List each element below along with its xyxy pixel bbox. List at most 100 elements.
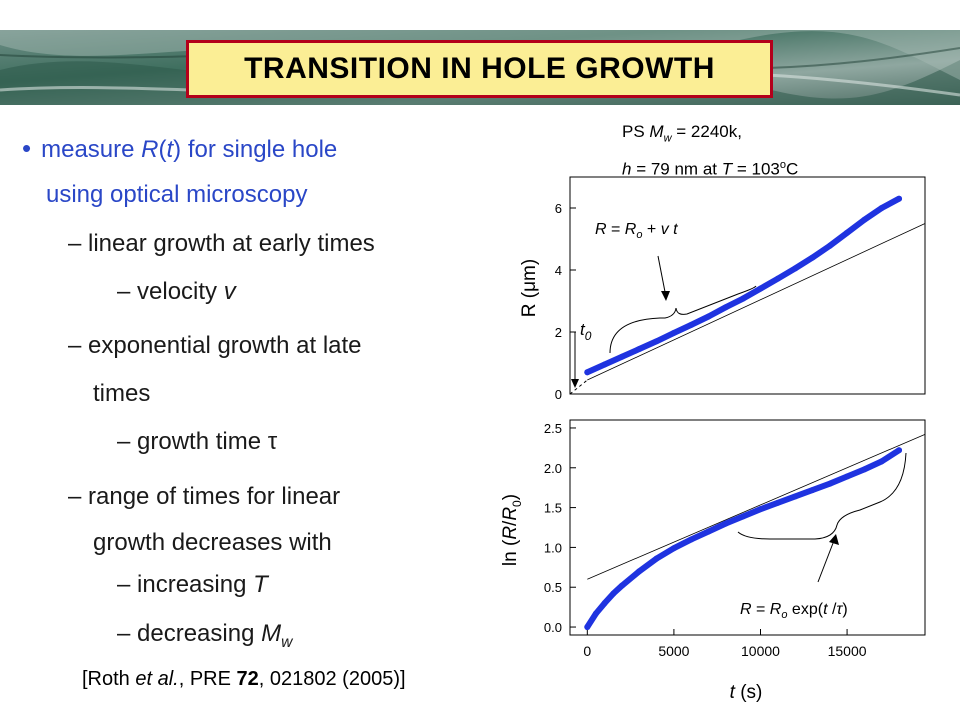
data-point: [618, 582, 625, 589]
y-tick-label: 2: [555, 325, 562, 340]
data-point: [861, 466, 868, 473]
chart-bottom-frame: [569, 419, 926, 636]
var-M-subscript: w: [281, 633, 293, 651]
fit2-eq: =: [752, 601, 770, 618]
params-T: T: [721, 160, 733, 180]
chart-top-y-ticks: 0 2 4 6: [555, 201, 576, 402]
citation-etal: et al.: [135, 668, 179, 690]
params-temp-value: = 103: [732, 160, 780, 180]
data-point: [774, 275, 781, 282]
data-point: [636, 568, 643, 575]
fit2-close: ): [842, 601, 847, 618]
fit-R: R: [595, 221, 607, 238]
data-point: [705, 313, 712, 320]
y-tick-label: 0.0: [544, 620, 562, 635]
fit2-t: t: [823, 601, 828, 618]
var-tau: τ: [267, 428, 278, 455]
data-point: [705, 528, 712, 535]
fit2-tau: τ: [836, 601, 843, 618]
data-point: [722, 520, 729, 527]
fit-R0-sub: o: [636, 229, 642, 241]
y-tick-label: 1.0: [544, 540, 562, 555]
bullet-1-continuation: using optical microscopy: [46, 181, 308, 208]
bullet-dot-icon: •: [22, 133, 32, 163]
sub-bullet-decreasing-Mw: – decreasing Mw: [117, 620, 292, 652]
chart-top-brace: [609, 285, 757, 354]
params-thickness: = 79 nm at: [631, 160, 722, 180]
citation: [Roth et al., PRE 72, 021802 (2005)]: [82, 668, 406, 691]
slide-title: TRANSITION IN HOLE GROWTH: [244, 52, 715, 85]
paren-close: ): [173, 136, 182, 163]
sub-bullet-linear: – linear growth at early times: [68, 230, 375, 257]
chart-top-frame: [569, 176, 926, 395]
fit-v: v: [661, 221, 670, 238]
data-point: [826, 480, 833, 487]
sub-bullet-growth-time: – growth time τ: [117, 428, 277, 456]
chart-top-fit-line: [587, 223, 926, 381]
data-point: [844, 229, 851, 236]
var-t: t: [166, 136, 174, 163]
x-tick-label: 15000: [828, 643, 867, 659]
fit-t: t: [673, 221, 678, 238]
fit2-slash: /: [828, 601, 837, 618]
data-point: [601, 361, 608, 368]
decreasing-text: – decreasing: [117, 620, 262, 647]
data-point: [688, 321, 695, 328]
fit2-R0: R: [770, 601, 782, 618]
chart-bottom-ylabel: ln (R/R0): [500, 494, 524, 566]
citation-end: , 021802 (2005)]: [258, 668, 406, 690]
chart-top-ylabel: R (μm): [519, 259, 540, 317]
var-v: v: [223, 278, 236, 305]
x-tick-label: 10000: [741, 643, 780, 659]
y-tick-label: 0: [555, 387, 562, 402]
chart-bottom-arrow: [817, 537, 836, 583]
chart-top-fit-label: R = Ro + v t: [595, 221, 678, 241]
chart-bottom-brace: [737, 452, 907, 540]
fit-plus: +: [642, 221, 660, 238]
chart-top-t0-arrowhead-icon: [571, 379, 579, 388]
params-celsius: C: [786, 160, 799, 180]
data-point: [878, 205, 885, 211]
sub-bullet-exponential: – exponential growth at late: [68, 332, 362, 359]
x-tick-label: 5000: [658, 643, 689, 659]
citation-volume: 72: [236, 668, 259, 690]
y-tick-label: 2.0: [544, 461, 562, 476]
chart-bottom-fit-line: [587, 433, 926, 580]
y-tick-label: 0.5: [544, 580, 562, 595]
chart-top-t0-label: t0: [580, 320, 592, 343]
data-point: [757, 285, 764, 292]
data-point: [722, 304, 729, 311]
chart-top-points: [584, 195, 903, 376]
growth-time-text: – growth time: [117, 428, 268, 455]
chart-bottom-fit-label: R = Ro exp(t /τ): [740, 601, 848, 621]
params-mw-value: = 2240k,: [671, 122, 742, 141]
data-point: [653, 555, 660, 562]
sub-bullet-range-continuation: growth decreases with: [93, 529, 332, 556]
data-point: [809, 487, 816, 494]
data-point: [670, 329, 677, 336]
chart-bottom-arrowhead-icon: [829, 534, 839, 545]
data-point: [757, 506, 764, 513]
increasing-text: – increasing: [117, 571, 254, 598]
data-point: [774, 499, 781, 506]
data-point: [792, 493, 799, 500]
data-point: [653, 338, 660, 345]
data-point: [844, 473, 851, 480]
y-tick-label: 4: [555, 263, 562, 278]
chart-bottom: 0.0 0.5 1.0 1.5 2.0 2.5 0 5000 10000 15000 ln (R…: [500, 419, 926, 703]
chart-bottom-y-ticks: 0.0 0.5 1.0 1.5 2.0 2.5: [544, 421, 576, 635]
fit2-R: R: [740, 601, 752, 618]
data-point: [618, 353, 625, 360]
data-point: [740, 295, 747, 302]
chart-top-arrowhead-icon: [661, 291, 670, 301]
params-M: M: [649, 122, 664, 141]
velocity-text: – velocity: [117, 278, 224, 305]
y-tick-label: 1.5: [544, 501, 562, 516]
data-point: [896, 195, 903, 202]
x-tick-label: 0: [583, 643, 591, 659]
chart-bottom-xlabel: t (s): [730, 682, 763, 703]
fit2-exp: exp(: [787, 601, 823, 618]
data-point: [670, 545, 677, 552]
